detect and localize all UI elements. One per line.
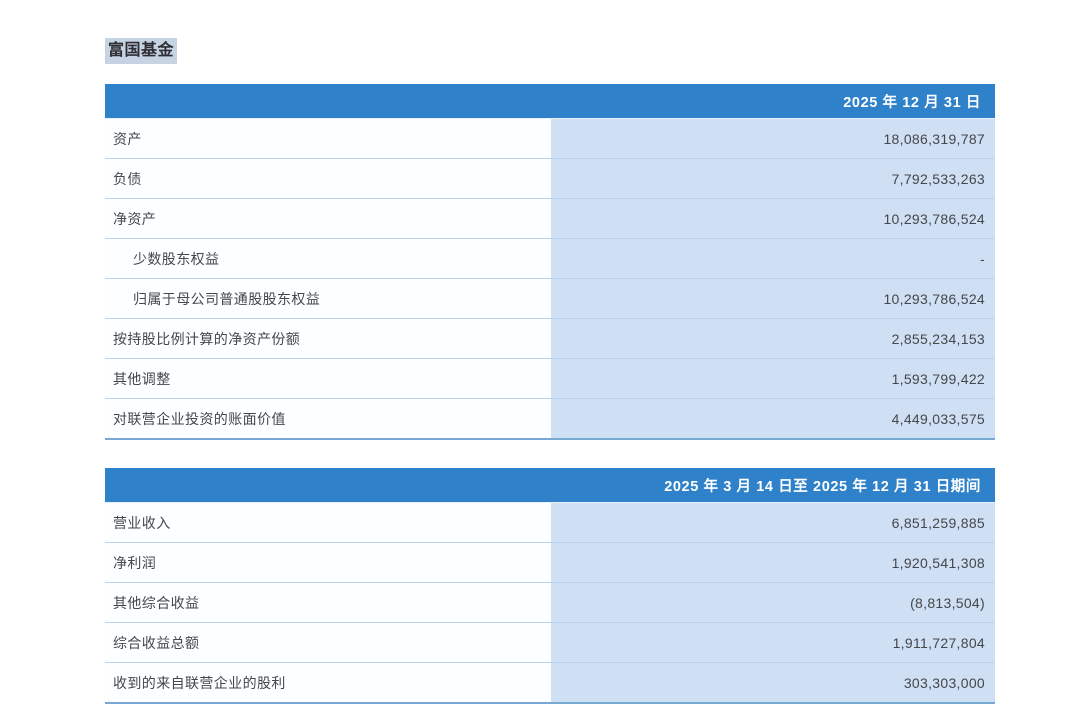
row-value: 1,593,799,422 [551,358,995,399]
document-title-container: 富国基金 [105,38,178,65]
table-header-row: 2025 年 12 月 31 日 [105,84,995,119]
row-label: 其他综合收益 [105,582,551,623]
row-label: 净利润 [105,542,551,583]
table-row: 少数股东权益 - [105,238,995,279]
table-row: 其他综合收益 (8,813,504) [105,582,995,623]
table-row: 归属于母公司普通股股东权益 10,293,786,524 [105,278,995,319]
table-row: 收到的来自联营企业的股利 303,303,000 [105,662,995,704]
table-row: 净利润 1,920,541,308 [105,542,995,583]
row-value: 10,293,786,524 [551,198,995,239]
table-row: 负债 7,792,533,263 [105,158,995,199]
row-label: 按持股比例计算的净资产份额 [105,318,551,359]
row-value: 2,855,234,153 [551,318,995,359]
row-value: - [551,238,995,279]
row-label: 少数股东权益 [105,238,551,279]
row-value: 303,303,000 [551,662,995,704]
balance-sheet-summary-table: 2025 年 12 月 31 日 资产 18,086,319,787 负债 7,792… [105,84,995,440]
row-value: 18,086,319,787 [551,118,995,159]
row-label: 对联营企业投资的账面价值 [105,398,551,440]
column-header-label [105,468,551,503]
row-label: 净资产 [105,198,551,239]
row-label: 其他调整 [105,358,551,399]
table-row: 净资产 10,293,786,524 [105,198,995,239]
row-value: 1,920,541,308 [551,542,995,583]
table-row: 对联营企业投资的账面价值 4,449,033,575 [105,398,995,440]
row-value: 10,293,786,524 [551,278,995,319]
column-header-period: 2025 年 3 月 14 日至 2025 年 12 月 31 日期间 [551,468,995,503]
row-value: 6,851,259,885 [551,502,995,543]
table-row: 营业收入 6,851,259,885 [105,502,995,543]
page-title: 富国基金 [105,38,178,65]
row-label: 归属于母公司普通股股东权益 [105,278,551,319]
column-header-label [105,84,551,119]
row-label: 资产 [105,118,551,159]
table-row: 其他调整 1,593,799,422 [105,358,995,399]
table-body: 资产 18,086,319,787 负债 7,792,533,263 净资产 10,293… [105,118,995,440]
row-value: 4,449,033,575 [551,398,995,440]
table-row: 按持股比例计算的净资产份额 2,855,234,153 [105,318,995,359]
table-body: 营业收入 6,851,259,885 净利润 1,920,541,308 其他综合收益(… [105,502,995,704]
table-row: 综合收益总额 1,911,727,804 [105,622,995,663]
table-header: 2025 年 3 月 14 日至 2025 年 12 月 31 日期间 [105,468,995,503]
row-label: 收到的来自联营企业的股利 [105,662,551,704]
row-value: 1,911,727,804 [551,622,995,663]
row-label: 综合收益总额 [105,622,551,663]
table-header-row: 2025 年 3 月 14 日至 2025 年 12 月 31 日期间 [105,468,995,503]
row-label: 负债 [105,158,551,199]
row-label: 营业收入 [105,502,551,543]
table-header: 2025 年 12 月 31 日 [105,84,995,119]
column-header-date: 2025 年 12 月 31 日 [551,84,995,119]
row-value: 7,792,533,263 [551,158,995,199]
income-summary-table: 2025 年 3 月 14 日至 2025 年 12 月 31 日期间 营业收入… [105,468,995,704]
row-value: (8,813,504) [551,582,995,623]
table-row: 资产 18,086,319,787 [105,118,995,159]
